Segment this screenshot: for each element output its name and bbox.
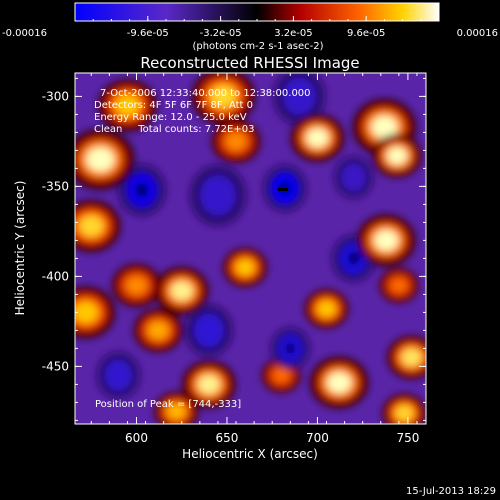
peak-marker xyxy=(278,188,288,191)
plot-frame xyxy=(74,72,427,425)
x-axis-label: Heliocentric X (arcsec) xyxy=(182,447,318,461)
heatmap-blob xyxy=(356,214,416,267)
y-axis-label: Heliocentric Y (arcsec) xyxy=(13,181,27,316)
heatmap-blob xyxy=(273,73,326,125)
heatmap-blob xyxy=(211,119,261,164)
y-tick-label: -400 xyxy=(42,269,69,283)
image-blobs xyxy=(75,73,426,424)
x-tick-label: 750 xyxy=(396,431,419,445)
colorbar xyxy=(74,2,440,22)
y-tick-label: -350 xyxy=(42,179,69,193)
colorbar-tick-label: 9.6e-05 xyxy=(347,28,385,39)
annotation-peak: Position of Peak = [744,-333] xyxy=(95,399,241,410)
heatmap-blob xyxy=(154,391,199,424)
heatmap-blob xyxy=(191,73,256,125)
axis-ticks: 600 650 700 750 -300 -350 -400 -450 xyxy=(42,73,426,445)
heatmap-blob xyxy=(387,335,426,380)
annotation-method: Clean Total counts: 7.72E+03 xyxy=(94,124,254,135)
heatmap-blob xyxy=(304,289,349,329)
colorbar-tick-label: 0.00016 xyxy=(457,28,498,39)
heatmap-blob xyxy=(75,199,121,253)
heatmap-blob xyxy=(112,263,161,308)
heatmap-blob xyxy=(223,247,268,287)
colorbar-ticks: -0.00016 -9.6e-05 -3.2e-05 3.2e-05 9.6e-05 0.… xyxy=(2,16,498,39)
heatmap-blob xyxy=(382,393,426,424)
colorbar-unit-label: (photons cm-2 s-1 asec-2) xyxy=(192,41,323,52)
y-tick-label: -300 xyxy=(42,89,69,103)
colorbar-tick-label: 3.2e-05 xyxy=(274,28,312,39)
heatmap-blob xyxy=(96,351,141,399)
heatmap-blob xyxy=(75,286,116,339)
annotation-time: 7-Oct-2006 12:33:40.000 to 12:38:00.000 xyxy=(100,88,311,99)
heatmap-blob xyxy=(133,308,183,353)
heatmap-blob xyxy=(118,164,166,216)
heatmap-blob xyxy=(290,113,345,162)
annotation-energy: Energy Range: 12.0 - 25.0 keV xyxy=(94,112,247,123)
heatmap-blob xyxy=(334,156,374,199)
x-tick-label: 700 xyxy=(306,431,329,445)
colorbar-tick-label: -0.00016 xyxy=(2,28,47,39)
x-tick-label: 600 xyxy=(125,431,148,445)
heatmap-blob xyxy=(270,327,310,370)
annotation-detectors: Detectors: 4F 5F 6F 7F 8F, Att 0 xyxy=(94,100,253,111)
heatmap-blob xyxy=(154,266,209,315)
heatmap-blob xyxy=(185,304,233,357)
heatmap-blob xyxy=(189,164,247,226)
heatmap-blob xyxy=(309,356,369,409)
colorbar-tick-label: -3.2e-05 xyxy=(200,28,242,39)
heatmap-blob xyxy=(182,360,236,409)
heatmap-blob xyxy=(372,134,422,178)
chart-title: Reconstructed RHESSI Image xyxy=(140,54,359,72)
heatmap-blob xyxy=(379,268,419,303)
plot-area xyxy=(75,73,426,424)
y-tick-label: -450 xyxy=(42,359,69,373)
colorbar-tick-label: -9.6e-05 xyxy=(127,28,169,39)
heatmap-blob xyxy=(98,79,157,132)
footer-date: 15-Jul-2013 18:29 xyxy=(406,486,496,497)
x-tick-label: 650 xyxy=(216,431,239,445)
heatmap-blob xyxy=(75,129,135,190)
